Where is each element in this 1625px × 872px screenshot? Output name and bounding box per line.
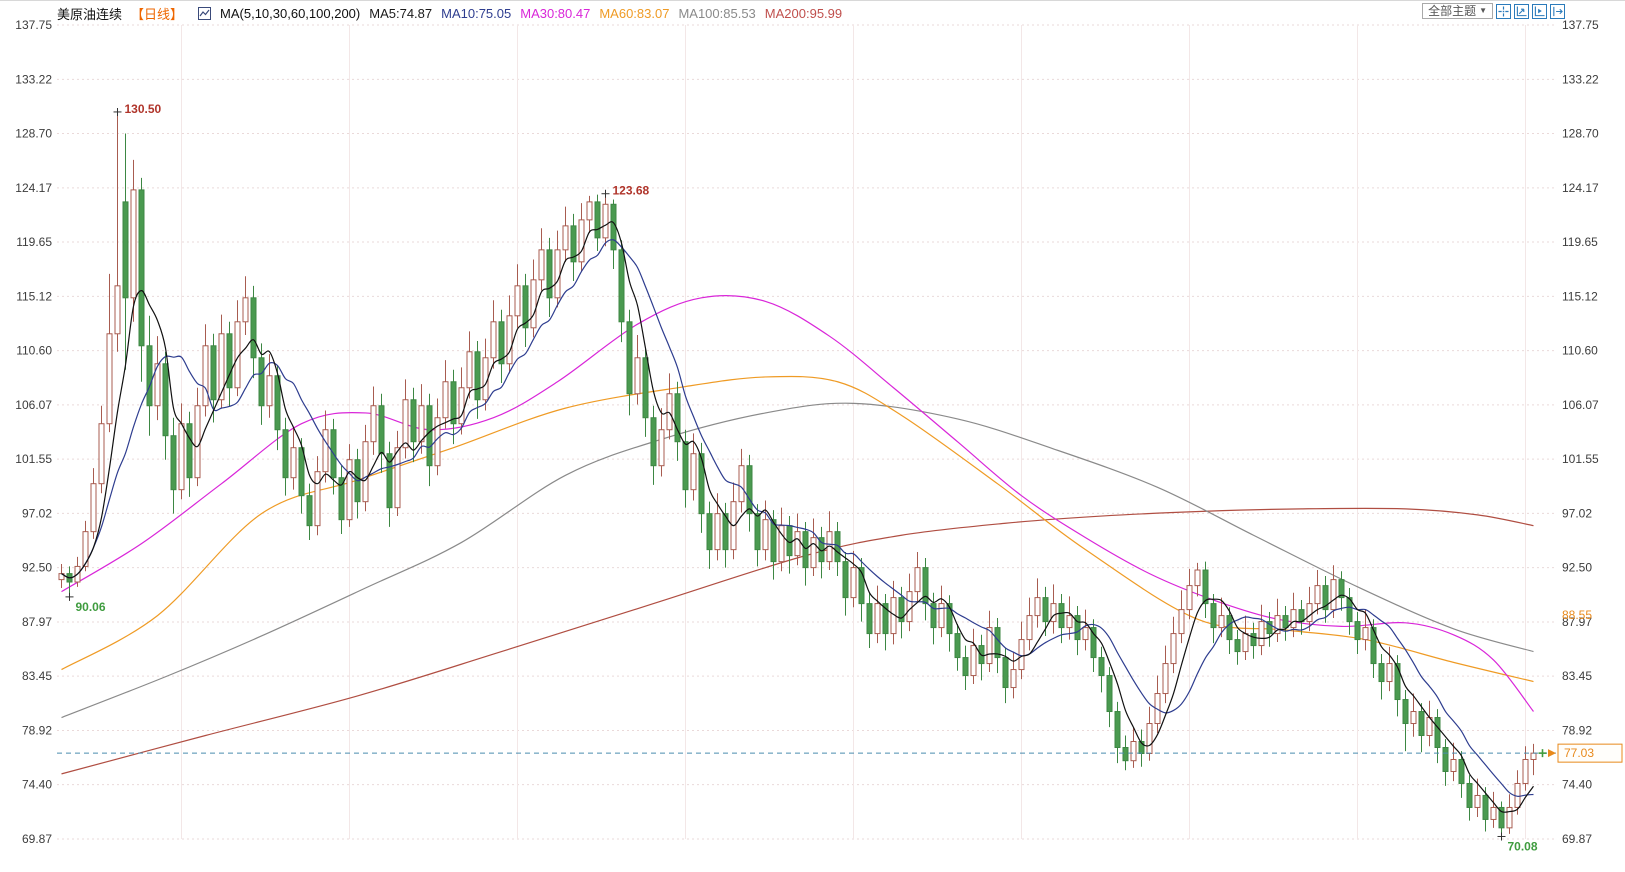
svg-text:88.55: 88.55 — [1562, 608, 1592, 622]
svg-text:115.12: 115.12 — [1562, 289, 1598, 303]
svg-text:69.87: 69.87 — [22, 832, 52, 846]
period-tag[interactable]: 【日线】 — [131, 7, 184, 22]
theme-selector-label: 全部主题 — [1428, 4, 1477, 18]
svg-text:77.03: 77.03 — [1564, 746, 1594, 760]
svg-text:106.07: 106.07 — [1562, 398, 1599, 412]
svg-text:110.60: 110.60 — [16, 344, 52, 358]
chevron-down-icon: ▼ — [1479, 6, 1487, 15]
svg-text:128.70: 128.70 — [1562, 127, 1599, 141]
svg-text:92.50: 92.50 — [1562, 561, 1592, 575]
svg-text:128.70: 128.70 — [15, 127, 52, 141]
svg-text:90.06: 90.06 — [76, 600, 106, 614]
svg-text:101.55: 101.55 — [15, 452, 52, 466]
svg-text:78.92: 78.92 — [22, 723, 52, 737]
ma30-value: MA30:80.47 — [520, 6, 591, 21]
ma10-value: MA10:75.05 — [441, 6, 512, 21]
ma60-value: MA60:83.07 — [599, 6, 670, 21]
svg-text:97.02: 97.02 — [22, 506, 52, 520]
symbol-title: 美原油连续 — [57, 7, 123, 22]
ma5-value: MA5:74.87 — [369, 6, 433, 21]
svg-text:137.75: 137.75 — [15, 18, 52, 32]
svg-text:92.50: 92.50 — [22, 561, 52, 575]
svg-text:119.65: 119.65 — [1562, 235, 1598, 249]
ma100-value: MA100:85.53 — [678, 6, 756, 21]
ma200-value: MA200:95.99 — [764, 6, 843, 21]
svg-text:119.65: 119.65 — [16, 235, 52, 249]
theme-selector-button[interactable]: 全部主题 ▼ — [1422, 3, 1493, 19]
svg-text:74.40: 74.40 — [1562, 778, 1592, 792]
svg-text:115.12: 115.12 — [16, 289, 52, 303]
svg-text:74.40: 74.40 — [22, 778, 52, 792]
svg-text:133.22: 133.22 — [15, 72, 52, 86]
svg-text:97.02: 97.02 — [1562, 506, 1592, 520]
svg-text:133.22: 133.22 — [1562, 72, 1599, 86]
svg-text:124.17: 124.17 — [1562, 181, 1599, 195]
svg-text:70.08: 70.08 — [1508, 839, 1538, 853]
svg-text:101.55: 101.55 — [1562, 452, 1599, 466]
svg-text:83.45: 83.45 — [1562, 669, 1592, 683]
svg-text:124.17: 124.17 — [15, 181, 52, 195]
export-icon[interactable] — [1550, 3, 1565, 19]
svg-text:83.45: 83.45 — [22, 669, 52, 683]
svg-text:123.68: 123.68 — [613, 184, 650, 198]
axis-play-icon[interactable] — [1532, 3, 1547, 19]
indicator-icon — [198, 7, 212, 20]
crosshair-icon[interactable] — [1496, 3, 1511, 19]
chart-toolbar: 全部主题 ▼ — [1422, 3, 1565, 19]
svg-text:69.87: 69.87 — [1562, 832, 1592, 846]
svg-text:87.97: 87.97 — [22, 615, 52, 629]
svg-text:130.50: 130.50 — [125, 102, 162, 116]
ma-group-label: MA(5,10,30,60,100,200) — [220, 6, 361, 21]
axis-scale-icon[interactable] — [1514, 3, 1529, 19]
svg-text:87.97: 87.97 — [1562, 615, 1592, 629]
chart-header: 美原油连续 【日线】 MA(5,10,30,60,100,200) MA5:74… — [57, 4, 842, 23]
svg-text:110.60: 110.60 — [1562, 344, 1598, 358]
svg-text:78.92: 78.92 — [1562, 723, 1592, 737]
svg-text:137.75: 137.75 — [1562, 18, 1599, 32]
svg-text:106.07: 106.07 — [15, 398, 52, 412]
